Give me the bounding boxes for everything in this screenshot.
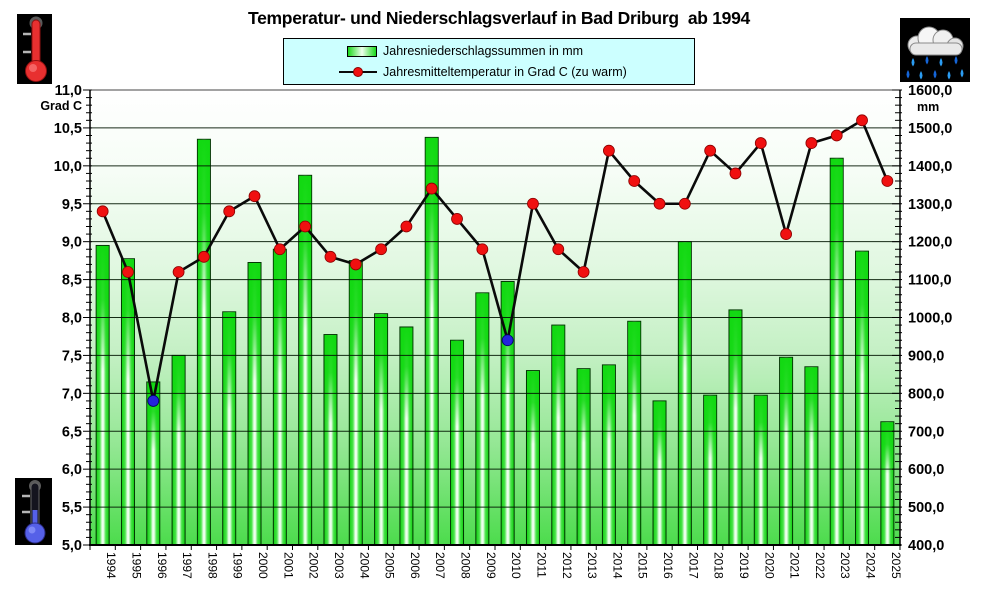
- svg-text:2006: 2006: [408, 552, 422, 579]
- legend-label-precipitation: Jahresniederschlagssummen in mm: [383, 44, 584, 59]
- svg-text:2012: 2012: [560, 552, 574, 579]
- legend-row-temperature: Jahresmitteltemperatur in Grad C (zu war…: [339, 64, 694, 80]
- svg-text:6,5: 6,5: [62, 424, 82, 440]
- thermometer-cold-icon: [15, 478, 52, 545]
- svg-text:1500,0: 1500,0: [908, 121, 952, 137]
- svg-text:1100,0: 1100,0: [908, 273, 952, 289]
- svg-text:1400,0: 1400,0: [908, 159, 952, 175]
- svg-text:2024: 2024: [864, 552, 878, 579]
- legend-label-temperature: Jahresmitteltemperatur in Grad C (zu war…: [383, 64, 627, 79]
- svg-text:1200,0: 1200,0: [908, 235, 952, 251]
- svg-text:2010: 2010: [509, 552, 523, 579]
- svg-text:1600,0: 1600,0: [908, 83, 952, 99]
- svg-text:2011: 2011: [534, 552, 548, 578]
- svg-text:8,0: 8,0: [62, 311, 82, 327]
- raindrops: [906, 56, 964, 80]
- svg-text:10,5: 10,5: [54, 121, 82, 137]
- svg-text:2020: 2020: [762, 552, 776, 579]
- svg-text:2009: 2009: [484, 552, 498, 579]
- svg-text:2021: 2021: [788, 552, 802, 579]
- svg-text:1999: 1999: [231, 552, 245, 579]
- svg-text:7,0: 7,0: [62, 386, 82, 402]
- thermometer-warm-icon: [17, 14, 52, 84]
- svg-text:1000,0: 1000,0: [908, 311, 952, 327]
- svg-text:8,5: 8,5: [62, 273, 82, 289]
- svg-text:11,0: 11,0: [55, 83, 82, 99]
- svg-text:1996: 1996: [155, 552, 169, 579]
- legend-row-precipitation: Jahresniederschlagssummen in mm: [339, 43, 694, 59]
- svg-text:2000: 2000: [256, 552, 270, 579]
- svg-text:400,0: 400,0: [908, 538, 944, 554]
- green-bar-swatch-icon: [347, 45, 377, 57]
- svg-text:2008: 2008: [459, 552, 473, 579]
- svg-text:2005: 2005: [383, 552, 397, 579]
- svg-text:10,0: 10,0: [54, 159, 82, 175]
- svg-text:9,0: 9,0: [62, 235, 82, 251]
- svg-text:2023: 2023: [838, 552, 852, 579]
- red-dot-line-swatch-icon: [339, 66, 377, 78]
- svg-text:5,0: 5,0: [62, 538, 82, 554]
- svg-text:600,0: 600,0: [908, 462, 944, 478]
- svg-text:1998: 1998: [205, 552, 219, 579]
- svg-text:2007: 2007: [433, 552, 447, 579]
- svg-text:Grad C: Grad C: [40, 99, 82, 113]
- svg-text:2018: 2018: [712, 552, 726, 579]
- svg-text:2025: 2025: [889, 552, 903, 579]
- svg-text:6,0: 6,0: [62, 462, 82, 478]
- svg-text:9,5: 9,5: [62, 197, 82, 213]
- rain-cloud-icon: [900, 18, 970, 82]
- svg-text:2001: 2001: [281, 552, 295, 579]
- svg-text:900,0: 900,0: [908, 348, 944, 364]
- svg-text:800,0: 800,0: [908, 386, 944, 402]
- chart-title: Temperatur- und Niederschlagsverlauf in …: [248, 8, 750, 28]
- svg-text:2017: 2017: [686, 552, 700, 579]
- temperature-swatch-col: [339, 66, 377, 78]
- svg-text:2013: 2013: [585, 552, 599, 579]
- svg-text:2022: 2022: [813, 552, 827, 579]
- svg-text:1995: 1995: [129, 552, 143, 579]
- svg-text:2019: 2019: [737, 552, 751, 579]
- precipitation-swatch-col: [339, 45, 377, 57]
- svg-text:700,0: 700,0: [908, 424, 944, 440]
- svg-text:1300,0: 1300,0: [908, 197, 952, 213]
- svg-text:500,0: 500,0: [908, 500, 944, 516]
- svg-text:2002: 2002: [307, 552, 321, 579]
- svg-text:2004: 2004: [357, 552, 371, 579]
- chart-legend: Jahresniederschlagssummen in mm Jahresmi…: [283, 38, 695, 85]
- svg-text:mm: mm: [917, 100, 939, 114]
- svg-text:1994: 1994: [104, 552, 118, 579]
- svg-text:1997: 1997: [180, 552, 194, 579]
- svg-text:7,5: 7,5: [62, 348, 82, 364]
- svg-text:2003: 2003: [332, 552, 346, 579]
- svg-text:2014: 2014: [610, 552, 624, 579]
- svg-text:2015: 2015: [636, 552, 650, 579]
- svg-text:2016: 2016: [661, 552, 675, 579]
- svg-text:5,5: 5,5: [62, 500, 82, 516]
